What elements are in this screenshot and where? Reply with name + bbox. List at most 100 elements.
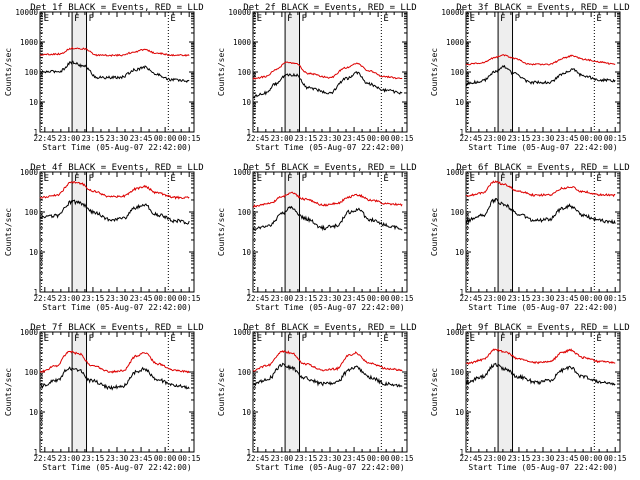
- x-tick-label: 23:45: [343, 294, 366, 303]
- x-tick-label: 23:00: [484, 134, 507, 143]
- y-tick-label: 1000: [446, 38, 465, 47]
- panel-5: Det 5f BLACK = Events, RED = LLD 1 10 100 10…: [217, 163, 417, 312]
- x-tick-label: 00:15: [391, 454, 414, 463]
- plot-frame: [465, 331, 621, 453]
- plot-frame: [252, 331, 408, 453]
- x-tick-label: 23:30: [106, 454, 129, 463]
- panel-3: Det 3f BLACK = Events, RED = LLD 1 10 100 10…: [430, 3, 630, 152]
- y-axis-label: Counts/sec: [430, 368, 439, 416]
- y-tick-label: 100: [450, 368, 464, 377]
- marker-label: F: [74, 14, 79, 24]
- panel-title: Det 3f BLACK = Events, RED = LLD: [456, 3, 629, 13]
- y-tick-label: 100: [237, 68, 251, 77]
- x-tick-label: 23:45: [343, 134, 366, 143]
- flare-interval-shade: [72, 12, 87, 132]
- panel-title: Det 5f BLACK = Events, RED = LLD: [243, 163, 416, 173]
- y-tick-label: 1000: [446, 168, 465, 177]
- x-tick-label: 23:45: [556, 134, 579, 143]
- x-tick-label: 00:15: [391, 294, 414, 303]
- x-tick-label: 22:45: [247, 294, 270, 303]
- x-tick-label: 23:00: [484, 294, 507, 303]
- x-tick-label: 00:15: [391, 134, 414, 143]
- x-tick-label: 22:45: [34, 134, 57, 143]
- marker-label: F: [302, 174, 307, 184]
- plot-frame: [252, 11, 408, 133]
- y-tick-label: 100: [24, 368, 38, 377]
- x-tick-label: 23:30: [106, 294, 129, 303]
- y-axis-label: Counts/sec: [217, 208, 226, 256]
- x-tick-label: 23:00: [58, 454, 81, 463]
- y-tick-label: 10000: [15, 8, 38, 17]
- marker-label: E: [44, 14, 49, 24]
- x-tick-label: 00:15: [178, 454, 201, 463]
- x-tick-label: 22:45: [460, 134, 483, 143]
- marker-label: E: [383, 14, 388, 24]
- marker-label: E: [44, 174, 49, 184]
- x-tick-label: 22:45: [460, 294, 483, 303]
- marker-label: E: [596, 14, 601, 24]
- y-axis-label: Counts/sec: [4, 208, 13, 256]
- plot-frame: [39, 331, 195, 453]
- panel-title: Det 4f BLACK = Events, RED = LLD: [30, 163, 203, 173]
- x-tick-label: 23:45: [130, 134, 153, 143]
- lld-series-line: [252, 350, 403, 372]
- y-axis-label: Counts/sec: [4, 368, 13, 416]
- y-tick-label: 1: [33, 128, 38, 137]
- x-tick-label: 00:00: [580, 454, 603, 463]
- events-series-line: [252, 362, 403, 388]
- marker-label: F: [89, 334, 94, 344]
- y-tick-label: 10000: [441, 8, 464, 17]
- panel-7: Det 7f BLACK = Events, RED = LLD 1 10 100 10…: [4, 323, 204, 472]
- x-tick-label: 00:00: [367, 134, 390, 143]
- y-axis-label: Counts/sec: [217, 368, 226, 416]
- x-tick-label: 23:15: [508, 454, 531, 463]
- panel-title: Det 2f BLACK = Events, RED = LLD: [243, 3, 416, 13]
- x-tick-label: 00:15: [604, 294, 627, 303]
- y-tick-label: 1: [33, 288, 38, 297]
- marker-label: E: [44, 334, 49, 344]
- x-axis-label: Start Time (05-Aug-07 22:42:00): [255, 463, 404, 472]
- marker-label: F: [302, 14, 307, 24]
- y-tick-label: 1000: [20, 328, 39, 337]
- y-tick-label: 10: [242, 98, 252, 107]
- y-tick-label: 10000: [228, 8, 251, 17]
- x-tick-label: 00:00: [367, 294, 390, 303]
- marker-label: E: [596, 334, 601, 344]
- y-tick-label: 100: [450, 68, 464, 77]
- marker-label: E: [170, 334, 175, 344]
- x-tick-label: 23:00: [58, 294, 81, 303]
- x-tick-label: 23:15: [508, 294, 531, 303]
- lld-series-line: [39, 46, 190, 57]
- marker-label: F: [515, 14, 520, 24]
- panel-8: Det 8f BLACK = Events, RED = LLD 1 10 100 10…: [217, 323, 417, 472]
- x-tick-label: 23:30: [532, 294, 555, 303]
- events-series-line: [465, 197, 616, 225]
- marker-label: F: [500, 334, 505, 344]
- events-series-line: [252, 71, 403, 99]
- marker-label: F: [287, 14, 292, 24]
- x-tick-label: 23:30: [106, 134, 129, 143]
- marker-label: F: [515, 334, 520, 344]
- flare-interval-shade: [498, 172, 513, 292]
- x-axis-label: Start Time (05-Aug-07 22:42:00): [255, 143, 404, 152]
- plot-frame: [39, 11, 195, 133]
- flare-interval-shade: [285, 332, 300, 452]
- y-axis-label: Counts/sec: [4, 48, 13, 96]
- panel-4: Det 4f BLACK = Events, RED = LLD 1 10 100 10…: [4, 163, 204, 312]
- y-axis-label: Counts/sec: [217, 48, 226, 96]
- y-axis-label: Counts/sec: [430, 208, 439, 256]
- y-tick-label: 10: [455, 98, 465, 107]
- marker-label: F: [74, 334, 79, 344]
- flare-interval-shade: [285, 172, 300, 292]
- flare-interval-shade: [498, 12, 513, 132]
- x-tick-label: 23:15: [82, 134, 105, 143]
- x-axis-label: Start Time (05-Aug-07 22:42:00): [255, 303, 404, 312]
- marker-label: F: [74, 174, 79, 184]
- panel-title: Det 6f BLACK = Events, RED = LLD: [456, 163, 629, 173]
- marker-label: E: [257, 174, 262, 184]
- marker-label: F: [500, 14, 505, 24]
- y-tick-label: 1000: [20, 38, 39, 47]
- flare-interval-shade: [285, 12, 300, 132]
- y-tick-label: 1000: [233, 38, 252, 47]
- marker-label: E: [257, 14, 262, 24]
